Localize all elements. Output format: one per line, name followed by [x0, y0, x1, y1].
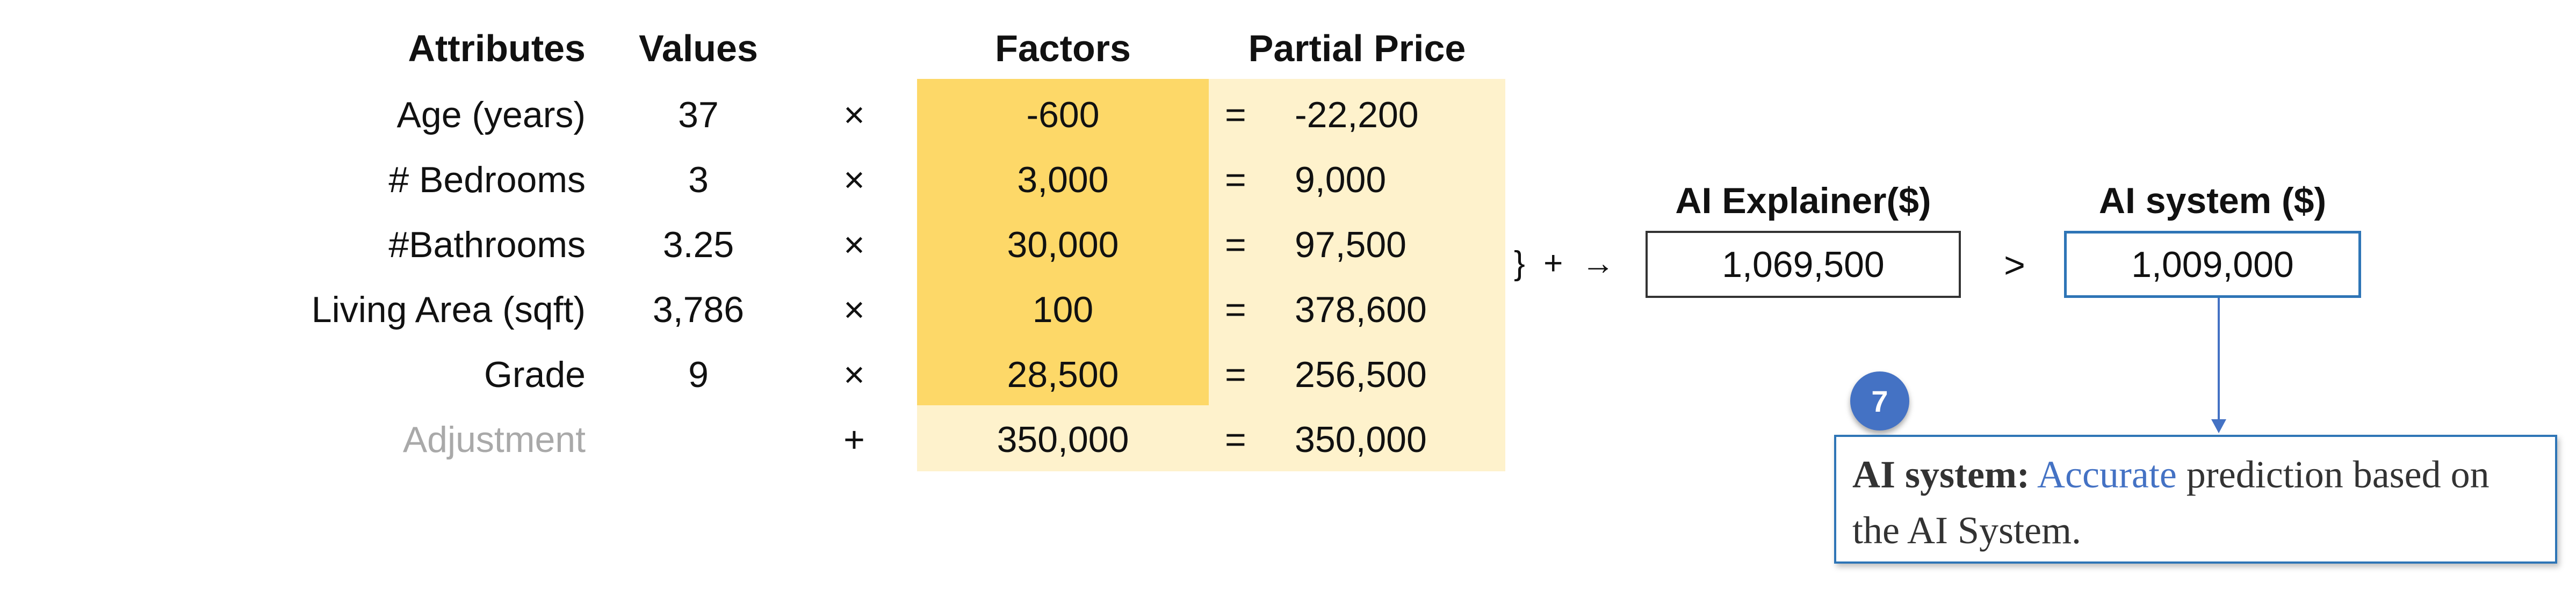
step-badge: 7	[1850, 371, 1909, 431]
partial-price-value: 9,000	[1295, 159, 1387, 200]
adjustment-label: Adjustment	[402, 419, 586, 460]
header-factors: Factors	[995, 27, 1131, 69]
partial-price-value: 378,600	[1295, 289, 1427, 330]
operator-symbol: ×	[843, 289, 865, 330]
factor-value: 100	[1032, 289, 1094, 330]
equals-symbol: =	[1225, 159, 1246, 200]
step-badge-number: 7	[1871, 384, 1888, 418]
operator-symbol: ×	[843, 354, 865, 395]
header-partial-price: Partial Price	[1248, 27, 1466, 69]
callout-box: AI system: Accurate prediction based on …	[1834, 435, 2557, 564]
equals-symbol: =	[1225, 419, 1246, 460]
equals-symbol: =	[1225, 94, 1246, 135]
attribute-value: 9	[688, 354, 709, 395]
factor-value: -600	[1026, 94, 1100, 135]
factor-value: 3,000	[1017, 159, 1109, 200]
header-attributes: Attributes	[408, 27, 586, 69]
partial-price-fill	[1209, 79, 1505, 471]
operator-symbol: ×	[843, 94, 865, 135]
operator-symbol: ×	[843, 224, 865, 265]
attribute-value: 37	[678, 94, 719, 135]
system-value: 1,009,000	[2131, 244, 2294, 285]
factor-column-fill	[917, 79, 1209, 405]
attribute-label: # Bedrooms	[388, 159, 586, 200]
attribute-label: #Bathrooms	[388, 224, 586, 265]
attribute-label: Grade	[484, 354, 586, 395]
header-values: Values	[639, 27, 758, 69]
callout-title: AI system:	[1852, 453, 2030, 496]
callout-highlight: Accurate	[2037, 453, 2177, 496]
partial-price-value: -22,200	[1295, 94, 1419, 135]
explainer-label: AI Explainer($)	[1675, 180, 1931, 221]
operator-symbol: +	[843, 419, 865, 460]
factor-value: 350,000	[997, 419, 1129, 460]
sum-arrow: } + →	[1514, 245, 1615, 282]
connector-arrow	[2211, 298, 2226, 433]
attribute-value: 3.25	[662, 224, 734, 265]
attribute-value: 3	[688, 159, 709, 200]
factor-value: 30,000	[1007, 224, 1119, 265]
attribute-label: Age (years)	[396, 94, 586, 135]
partial-price-value: 350,000	[1295, 419, 1427, 460]
system-value-box: 1,009,000	[2064, 231, 2361, 298]
partial-price-value: 97,500	[1295, 224, 1406, 265]
explainer-value-box: 1,069,500	[1646, 231, 1961, 298]
adjustment-factor-fill	[917, 405, 1209, 471]
factor-value: 28,500	[1007, 354, 1119, 395]
attribute-value: 3,786	[652, 289, 745, 330]
attribute-label: Living Area (sqft)	[311, 289, 586, 330]
operator-symbol: ×	[843, 159, 865, 200]
greater-than-symbol: >	[2004, 245, 2025, 286]
system-label: AI system ($)	[2098, 180, 2327, 221]
equals-symbol: =	[1225, 289, 1246, 330]
callout-text: prediction based on the AI System.	[1852, 453, 2490, 552]
equals-symbol: =	[1225, 354, 1246, 395]
partial-price-value: 256,500	[1295, 354, 1427, 395]
equals-symbol: =	[1225, 224, 1246, 265]
explainer-value: 1,069,500	[1722, 244, 1885, 285]
